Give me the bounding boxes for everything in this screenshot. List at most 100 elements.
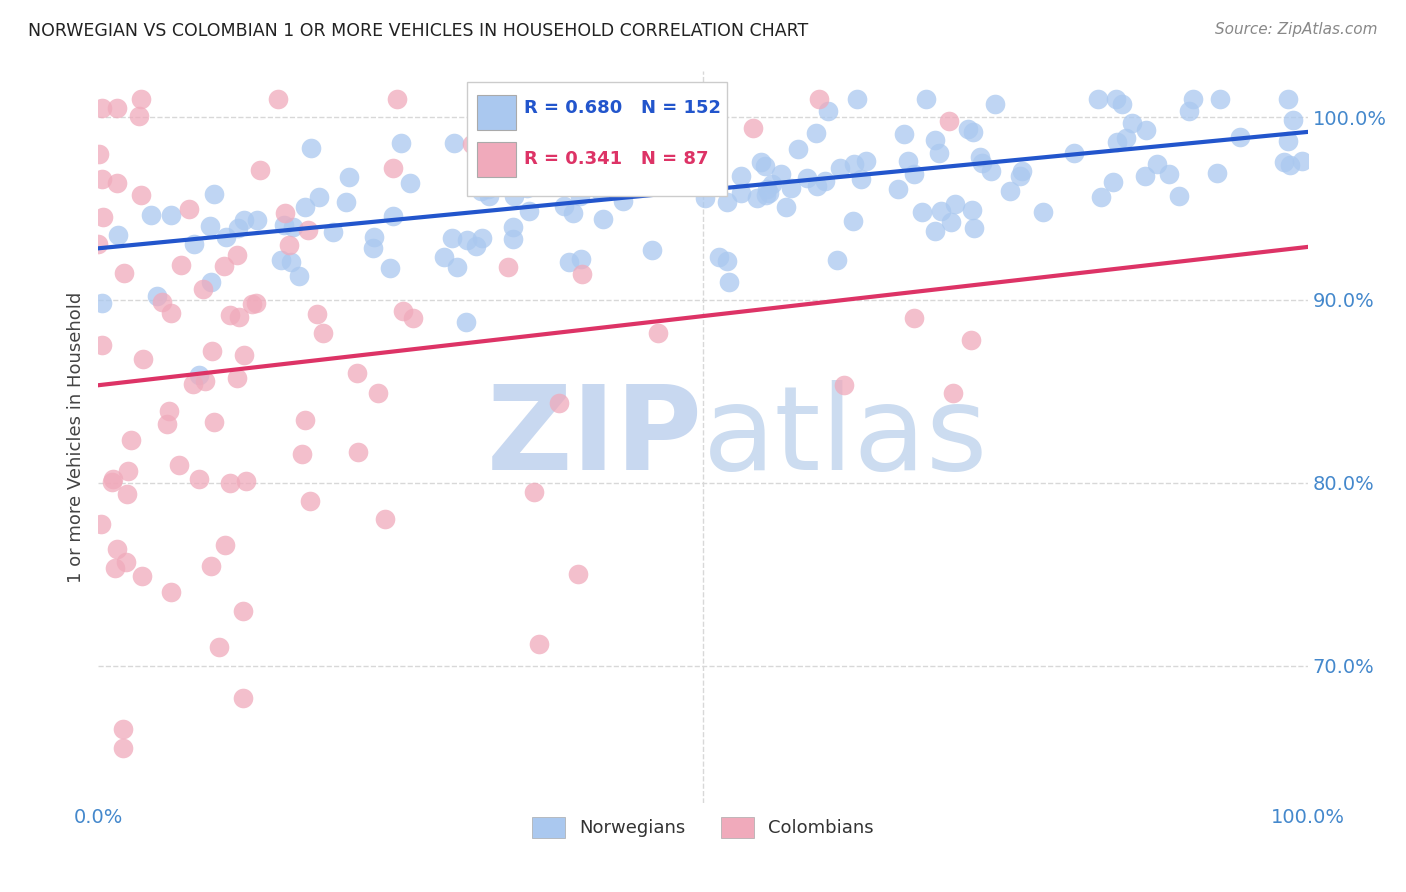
Point: [529, 637, 551, 651]
Point: [288, 269, 311, 284]
Point: [1209, 92, 1232, 106]
Point: [755, 188, 778, 202]
Point: [1291, 154, 1313, 169]
Point: [472, 170, 495, 185]
Point: [897, 153, 920, 168]
Point: [671, 166, 693, 180]
Point: [101, 475, 124, 490]
Point: [240, 297, 263, 311]
Point: [283, 220, 305, 235]
Point: [1105, 92, 1128, 106]
Point: [267, 92, 290, 106]
Point: [1111, 96, 1133, 111]
Point: [1135, 123, 1157, 137]
Point: [796, 171, 818, 186]
Point: [1277, 92, 1299, 106]
Point: [477, 182, 499, 196]
Point: [1277, 134, 1299, 148]
Point: [297, 223, 319, 237]
Point: [129, 188, 152, 202]
Point: [219, 308, 242, 322]
Point: [943, 197, 966, 211]
Point: [633, 128, 655, 142]
Point: [496, 175, 519, 189]
Point: [139, 208, 162, 222]
Point: [392, 304, 415, 318]
Point: [346, 366, 368, 380]
Point: [299, 141, 322, 155]
Point: [599, 171, 621, 186]
Point: [924, 133, 946, 147]
Point: [962, 125, 984, 139]
Point: [842, 157, 865, 171]
Point: [1146, 157, 1168, 171]
FancyBboxPatch shape: [467, 82, 727, 195]
Point: [960, 333, 983, 347]
Point: [156, 417, 179, 431]
Point: [273, 206, 295, 220]
Text: ZIP: ZIP: [486, 380, 703, 494]
Point: [756, 182, 779, 196]
Point: [374, 511, 396, 525]
Point: [367, 386, 389, 401]
Point: [270, 253, 292, 268]
Point: [928, 146, 950, 161]
Point: [91, 338, 114, 352]
Point: [557, 254, 579, 268]
Point: [159, 404, 181, 418]
Text: R = 0.680   N = 152: R = 0.680 N = 152: [524, 99, 721, 117]
Point: [150, 295, 173, 310]
Point: [456, 233, 478, 247]
Point: [226, 248, 249, 262]
Point: [146, 289, 169, 303]
Point: [787, 142, 810, 156]
Point: [389, 136, 412, 151]
Point: [90, 517, 112, 532]
Point: [160, 584, 183, 599]
Point: [568, 188, 591, 202]
Point: [273, 218, 295, 232]
Point: [502, 232, 524, 246]
Point: [1229, 130, 1251, 145]
Point: [361, 241, 384, 255]
Point: [347, 445, 370, 459]
Point: [807, 92, 830, 106]
Point: [90, 172, 112, 186]
Point: [569, 252, 592, 266]
FancyBboxPatch shape: [477, 95, 516, 130]
Point: [980, 164, 1002, 178]
Point: [761, 177, 783, 191]
Point: [385, 92, 408, 106]
Point: [201, 343, 224, 358]
Point: [716, 194, 738, 209]
Point: [814, 174, 837, 188]
Point: [456, 315, 478, 329]
Point: [465, 238, 488, 252]
Point: [87, 146, 110, 161]
Point: [105, 101, 128, 115]
Point: [478, 188, 501, 202]
Point: [707, 251, 730, 265]
Point: [1087, 92, 1109, 106]
Point: [215, 229, 238, 244]
Point: [589, 184, 612, 198]
Point: [226, 220, 249, 235]
Point: [592, 212, 614, 227]
Point: [963, 220, 986, 235]
Point: [568, 163, 591, 178]
Point: [828, 161, 851, 175]
Point: [960, 202, 983, 217]
Point: [1167, 189, 1189, 203]
Point: [232, 690, 254, 705]
Point: [779, 181, 801, 195]
Point: [194, 375, 217, 389]
Point: [381, 161, 404, 176]
Point: [695, 191, 717, 205]
Text: R = 0.341   N = 87: R = 0.341 N = 87: [524, 150, 709, 168]
Point: [339, 169, 361, 184]
Point: [911, 205, 934, 219]
Point: [603, 116, 626, 130]
Point: [957, 121, 980, 136]
Point: [929, 204, 952, 219]
Point: [730, 169, 752, 183]
